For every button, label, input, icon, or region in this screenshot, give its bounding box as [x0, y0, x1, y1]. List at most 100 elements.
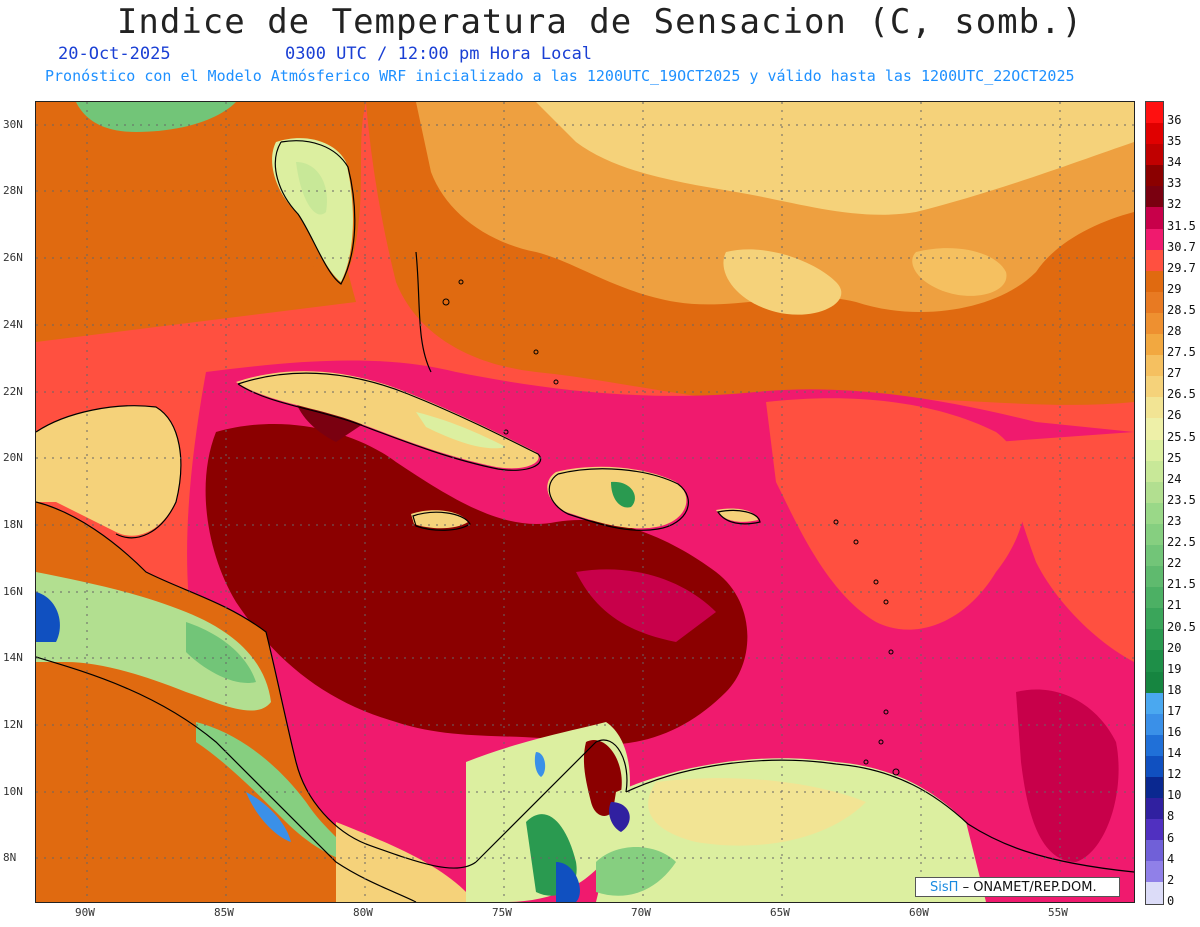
colorbar-label: 21: [1167, 598, 1182, 613]
lon-label: 65W: [770, 906, 790, 919]
colorbar-swatch: [1146, 523, 1163, 545]
forecast-description: Pronóstico con el Modelo Atmósferico WRF…: [45, 67, 1075, 85]
colorbar-label: 30.7: [1167, 239, 1196, 254]
map-title: Indice de Temperatura de Sensacion (C, s…: [116, 2, 1084, 42]
colorbar-swatch: [1146, 270, 1163, 292]
colorbar-label: 20.5: [1167, 619, 1196, 634]
colorbar-label: 24: [1167, 471, 1182, 486]
colorbar-swatch: [1146, 819, 1163, 841]
colorbar-label: 34: [1167, 155, 1182, 170]
lon-label: 80W: [353, 906, 373, 919]
colorbar-swatch: [1146, 418, 1163, 440]
colorbar-swatch: [1146, 312, 1163, 335]
colorbar-swatch: [1146, 840, 1163, 862]
colorbar-swatch: [1146, 671, 1163, 693]
lat-label: 8N: [3, 851, 17, 864]
colorbar-swatch: [1146, 123, 1163, 145]
colorbar-label: 16: [1167, 725, 1182, 740]
lat-label: 14N: [3, 651, 23, 664]
lon-label: 75W: [492, 906, 512, 919]
colorbar-label: 20: [1167, 640, 1182, 655]
colorbar-label: 10: [1167, 788, 1182, 803]
colorbar-label: 26: [1167, 408, 1182, 423]
colorbar-label: 12: [1167, 767, 1182, 782]
colorbar-swatch: [1146, 798, 1163, 820]
colorbar-label: 36: [1167, 113, 1182, 127]
colorbar-label: 28: [1167, 324, 1182, 339]
colorbar-label: 29.7: [1167, 260, 1196, 275]
lon-label: 85W: [214, 906, 234, 919]
colorbar-label: 27.5: [1167, 345, 1196, 360]
colorbar-swatch: [1146, 587, 1163, 609]
colorbar-swatch: [1146, 882, 1163, 904]
lat-label: 20N: [3, 451, 23, 464]
colorbar-swatch: [1146, 228, 1163, 250]
colorbar-label: 28.5: [1167, 302, 1196, 317]
colorbar-swatch: [1146, 629, 1163, 651]
colorbar-label: 6: [1167, 830, 1175, 845]
colorbar-swatch: [1146, 397, 1163, 419]
lat-label: 30N: [3, 118, 23, 131]
colorbar-label: 18: [1167, 682, 1182, 697]
lat-label: 18N: [3, 518, 23, 531]
colorbar-swatch: [1146, 376, 1163, 398]
lon-label: 60W: [909, 906, 929, 919]
lat-label: 26N: [3, 251, 23, 264]
colorbar-label: 21.5: [1167, 577, 1196, 592]
colorbar-swatch: [1146, 460, 1163, 482]
colorbar-swatch: [1146, 861, 1163, 883]
lat-label: 16N: [3, 585, 23, 598]
heat-index-map: [35, 101, 1135, 903]
lat-label: 12N: [3, 718, 23, 731]
colorbar-label: 4: [1167, 851, 1175, 866]
forecast-time: 0300 UTC / 12:00 pm Hora Local: [285, 44, 593, 64]
credit-box: SisΠ – ONAMET/REP.DOM.: [915, 877, 1120, 897]
colorbar-label: 0: [1167, 893, 1175, 908]
credit-org: – ONAMET/REP.DOM.: [962, 880, 1097, 895]
colorbar-swatch: [1146, 713, 1163, 735]
lat-label: 28N: [3, 184, 23, 197]
colorbar-swatch: [1146, 165, 1163, 187]
colorbar-swatch: [1146, 249, 1163, 271]
colorbar-swatch: [1146, 692, 1163, 714]
colorbar-swatch: [1146, 334, 1163, 356]
colorbar-label: 22: [1167, 556, 1182, 571]
colorbar-label: 23.5: [1167, 492, 1196, 507]
lat-label: 22N: [3, 385, 23, 398]
colorbar-swatch: [1146, 755, 1163, 777]
lat-label: 24N: [3, 318, 23, 331]
credit-brand: SisΠ: [930, 880, 959, 895]
colorbar-swatch: [1146, 186, 1163, 208]
colorbar-swatch: [1146, 544, 1163, 567]
lon-label: 90W: [75, 906, 95, 919]
colorbar-label: 19: [1167, 661, 1182, 676]
colorbar-label: 26.5: [1167, 387, 1196, 402]
colorbar-label: 8: [1167, 809, 1175, 824]
colorbar-swatch: [1146, 608, 1163, 630]
colorbar-label: 27: [1167, 366, 1182, 381]
colorbar-label: 35: [1167, 134, 1182, 149]
colorbar: [1145, 101, 1164, 905]
colorbar-label: 23: [1167, 514, 1182, 528]
colorbar-swatch: [1146, 291, 1163, 313]
colorbar-swatch: [1146, 650, 1163, 672]
lat-label: 10N: [3, 785, 23, 798]
colorbar-label: 17: [1167, 703, 1182, 718]
colorbar-label: 22.5: [1167, 535, 1196, 550]
colorbar-swatch: [1146, 207, 1163, 229]
colorbar-swatch: [1146, 481, 1163, 503]
colorbar-swatch: [1146, 777, 1163, 799]
colorbar-label: 31.5: [1167, 218, 1196, 233]
colorbar-swatch: [1146, 439, 1163, 461]
forecast-date: 20-Oct-2025: [58, 44, 171, 64]
lon-label: 55W: [1048, 906, 1068, 919]
colorbar-label: 32: [1167, 197, 1182, 212]
colorbar-label: 2: [1167, 872, 1175, 887]
colorbar-swatch: [1146, 355, 1163, 377]
colorbar-label: 25: [1167, 450, 1182, 465]
colorbar-label: 14: [1167, 746, 1182, 761]
colorbar-swatch: [1146, 566, 1163, 588]
colorbar-label: 29: [1167, 281, 1182, 296]
colorbar-swatch: [1146, 102, 1163, 124]
colorbar-swatch: [1146, 502, 1163, 524]
